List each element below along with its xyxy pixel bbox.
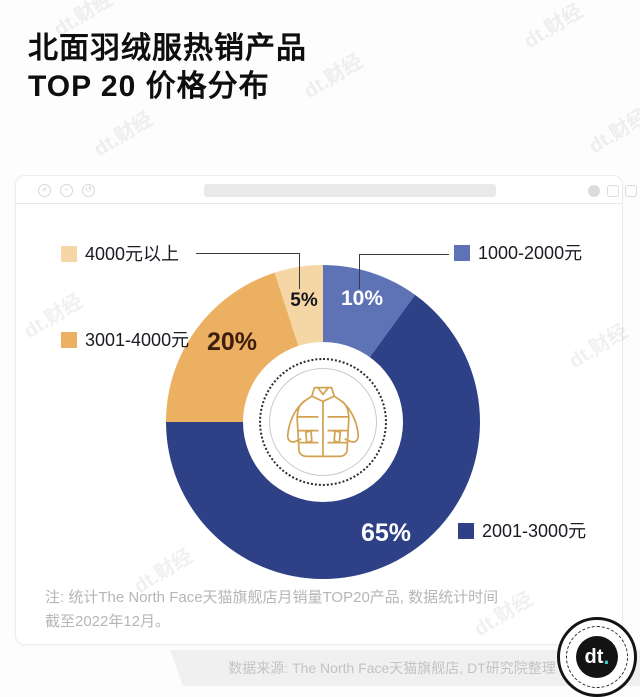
history-icon: ↺	[82, 184, 95, 197]
browser-chrome-bar: × − ↺	[16, 176, 637, 204]
profile-icon	[588, 185, 600, 197]
browser-window: × − ↺	[15, 175, 637, 645]
legend-label-1000-2000: 1000-2000元	[478, 243, 583, 263]
address-bar	[204, 184, 496, 197]
legend-label-3001-4000: 3001-4000元	[85, 330, 190, 350]
source-text: 数据来源: The North Face天猫旗舰店, DT研究院整理	[228, 660, 556, 676]
puffer-jacket-icon	[286, 386, 360, 458]
minimize-icon: −	[60, 184, 73, 197]
panel-icon	[607, 185, 619, 197]
watermark: dt.财经	[300, 50, 367, 104]
connector-4000plus-vertical	[298, 253, 300, 289]
dt-logo: dt.	[557, 617, 637, 697]
close-icon: ×	[38, 184, 51, 197]
connector-1000-2000-horizontal	[359, 254, 449, 255]
dotted-ring	[259, 358, 387, 486]
legend-label-2001-3000: 2001-3000元	[482, 521, 587, 541]
segment-value-1000-2000: 10%	[340, 287, 384, 310]
watermark: dt.财经	[520, 0, 587, 54]
watermark: dt.财经	[585, 105, 640, 159]
footnote-line1: 注: 统计The North Face天猫旗舰店月销量TOP20产品, 数据统计…	[45, 589, 499, 606]
segment-value-2001-3000: 65%	[360, 519, 412, 547]
legend-swatch-3001-4000	[61, 332, 77, 348]
footnote-line2: 截至2022年12月。	[45, 613, 171, 630]
legend-swatch-4000plus	[61, 246, 77, 262]
page-title-line1: 北面羽绒服热销产品	[28, 32, 307, 65]
legend-label-4000plus: 4000元以上	[85, 244, 180, 264]
segment-value-4000plus: 5%	[290, 290, 318, 311]
page-title-line2: TOP 20 价格分布	[28, 70, 270, 103]
dt-logo-text: dt	[584, 645, 604, 668]
watermark: dt.财经	[90, 108, 157, 162]
solid-ring	[269, 368, 377, 476]
legend-swatch-2001-3000	[458, 523, 474, 539]
legend-swatch-1000-2000	[454, 245, 470, 261]
window-icon	[625, 185, 637, 197]
connector-1000-2000-vertical	[359, 254, 360, 289]
connector-4000plus-horizontal	[196, 253, 300, 254]
dt-logo-mark: dt.	[576, 636, 618, 678]
segment-value-3001-4000: 20%	[206, 328, 258, 356]
footnote: 注: 统计The North Face天猫旗舰店月销量TOP20产品, 数据统计…	[45, 586, 498, 634]
dt-logo-dot: .	[603, 644, 610, 669]
page-title: 北面羽绒服热销产品 TOP 20 价格分布	[28, 30, 307, 106]
